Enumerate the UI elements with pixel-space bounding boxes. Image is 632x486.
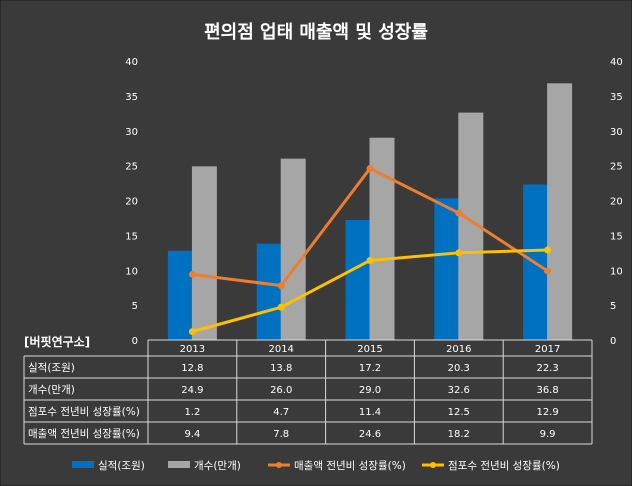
y2-tick-label: 5 [610,301,616,312]
series-point-store-growth [544,246,552,254]
y-tick-label: 5 [132,301,138,312]
bar-stores [547,83,573,340]
legend-swatch [168,461,190,468]
series-point-store-growth [366,256,374,264]
table-cell: 24.9 [181,385,203,396]
table-row-label: 개수(만개) [28,384,75,396]
y2-tick-label: 40 [610,57,623,68]
y2-tick-label: 15 [610,231,623,242]
y-tick-label: 35 [125,92,138,103]
x-tick-label: 2013 [180,344,205,355]
bar-sales [256,243,282,340]
table-cell: 29.0 [359,385,381,396]
table-cell: 18.2 [448,429,470,440]
y2-tick-label: 0 [610,336,616,347]
legend-label: 점포수 전년비 성장률(%) [448,460,560,472]
chart-title: 편의점 업태 매출액 및 성장률 [204,22,428,43]
y-tick-label: 0 [132,336,138,347]
table-row-label: 실적(조원) [28,362,75,374]
bar-sales [434,198,460,340]
table-cell: 13.8 [270,363,292,374]
legend-swatch-marker [430,462,436,468]
table-cell: 22.3 [536,363,558,374]
y-tick-label: 40 [125,57,138,68]
series-point-sales-growth [277,282,285,290]
table-cell: 20.3 [448,363,470,374]
y-tick-label: 10 [125,266,138,277]
y-tick-label: 20 [125,197,138,208]
table-row-label: 점포수 전년비 성장률(%) [28,406,140,418]
y2-tick-label: 25 [610,162,623,173]
x-tick-label: 2017 [535,344,560,355]
source-label: [버핏연구소] [24,334,90,349]
series-point-store-growth [277,303,285,311]
table-cell: 26.0 [270,385,292,396]
bar-sales [167,250,193,340]
x-tick-label: 2015 [357,344,382,355]
table-cell: 9.9 [540,429,556,440]
y-tick-label: 15 [125,231,138,242]
table-cell: 36.8 [536,385,558,396]
series-point-store-growth [188,328,196,336]
table-cell: 17.2 [359,363,381,374]
series-point-sales-growth [188,270,196,278]
legend-swatch [72,461,94,468]
table-cell: 7.8 [273,429,289,440]
table-cell: 12.8 [181,363,203,374]
series-point-store-growth [455,249,463,257]
x-tick-label: 2014 [268,344,293,355]
legend-label: 실적(조원) [98,460,145,472]
bar-stores [280,158,306,340]
table-cell: 24.6 [359,429,381,440]
y-tick-label: 25 [125,162,138,173]
y-tick-label: 30 [125,127,138,138]
table-cell: 9.4 [184,429,200,440]
series-point-sales-growth [455,209,463,217]
bar-stores [191,166,217,340]
table-cell: 12.5 [448,407,470,418]
y2-tick-label: 30 [610,127,623,138]
series-point-sales-growth [544,267,552,275]
table-row-label: 매출액 전년비 성장률(%) [28,428,140,440]
table-cell: 1.2 [184,407,200,418]
table-cell: 11.4 [359,407,381,418]
series-point-sales-growth [366,164,374,172]
table-cell: 12.9 [536,407,558,418]
legend-label: 매출액 전년비 성장률(%) [294,460,406,472]
y2-tick-label: 20 [610,197,623,208]
table-cell: 4.7 [273,407,289,418]
y2-tick-label: 35 [610,92,623,103]
bar-sales [345,220,371,340]
x-tick-label: 2016 [446,344,471,355]
y2-tick-label: 10 [610,266,623,277]
table-cell: 32.6 [448,385,470,396]
legend-swatch-marker [276,462,282,468]
legend-label: 개수(만개) [194,460,241,472]
